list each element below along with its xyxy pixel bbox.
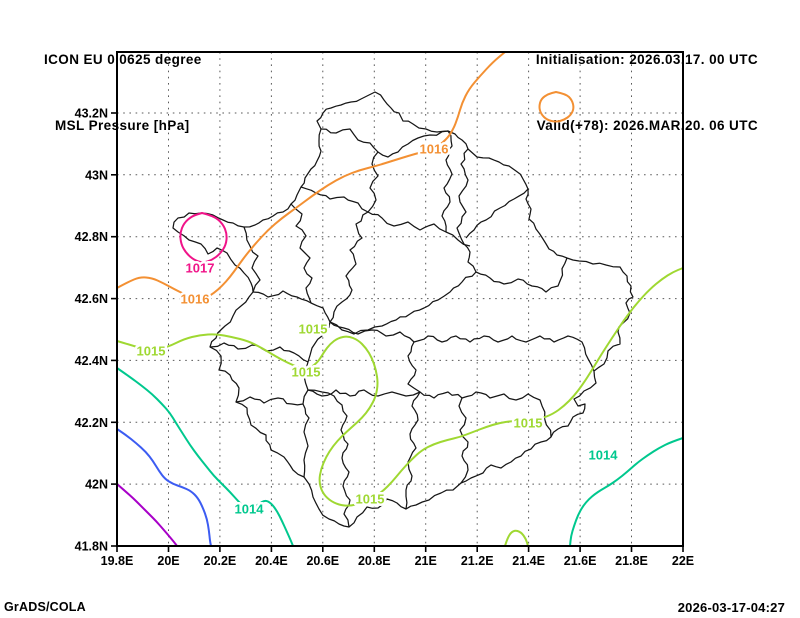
municipality-border-6: [475, 257, 568, 293]
municipality-border-12: [405, 341, 421, 510]
municipality-border-10: [302, 321, 331, 478]
contour-label-1015-6: 1015: [356, 492, 385, 507]
contour-label-1017-0: 1017: [186, 261, 215, 276]
creation-timestamp: 2026-03-17-04:27: [677, 600, 785, 615]
run-info-block: Initialisation: 2026.03.17. 00 UTC Valid…: [536, 5, 758, 181]
contour-label-1016-1: 1016: [181, 292, 210, 307]
municipality-border-20: [235, 396, 304, 406]
isobar-1016-0: [116, 51, 506, 300]
contour-label-1015-3: 1015: [137, 344, 166, 359]
y-tick-label-42.2N: 42.2N: [75, 416, 108, 430]
pressure-contours: [116, 51, 684, 547]
isobar-1017-0: [179, 212, 228, 264]
x-tick-label-21.6E: 21.6E: [564, 554, 597, 568]
x-tick-label-21E: 21E: [415, 554, 437, 568]
grid-lines: [117, 52, 683, 546]
model-title: ICON EU 0.0625 degree: [44, 52, 202, 67]
field-title: MSL Pressure [hPa]: [55, 118, 190, 133]
municipality-border-21: [290, 203, 313, 304]
municipality-border-7: [329, 271, 477, 335]
municipality-border-11: [307, 389, 421, 397]
isobar-1015-1: [504, 529, 529, 547]
isobar-1016-1: [538, 91, 575, 123]
municipality-border-15: [419, 391, 552, 438]
y-tick-label-42.8N: 42.8N: [75, 230, 108, 244]
isobar-1013-0: [116, 428, 212, 547]
x-tick-label-21.8E: 21.8E: [615, 554, 648, 568]
municipality-border-5: [465, 188, 529, 239]
y-axis-labels: 43.2N 43N 42.8N 42.6N 42.4N 42.2N 42N 41.8N: [75, 107, 108, 554]
x-tick-label-20.8E: 20.8E: [358, 554, 391, 568]
municipality-border-13: [329, 321, 415, 343]
x-tick-label-19.8E: 19.8E: [101, 554, 134, 568]
isobar-1014-1: [569, 437, 684, 547]
isobar-1014-0: [116, 367, 294, 547]
contour-label-1014-9: 1014: [589, 448, 619, 463]
contour-labels: 1017 1016 1016 1015 1015 1015 1015 1015 1014 1014: [134, 139, 621, 519]
municipality-border-16: [307, 389, 351, 528]
contour-label-1015-5: 1015: [292, 365, 321, 380]
municipality-border-1: [367, 151, 379, 213]
title-block: ICON EU 0.0625 degree MSL Pressure [hPa]: [44, 5, 202, 181]
contour-label-1014-8: 1014: [235, 502, 265, 517]
municipality-border-4: [456, 148, 477, 273]
x-tick-label-20.4E: 20.4E: [255, 554, 288, 568]
grads-credit: GrADS/COLA: [4, 600, 86, 614]
municipality-border-17: [458, 397, 469, 484]
axis-ticks: [111, 112, 684, 552]
x-tick-label-21.4E: 21.4E: [512, 554, 545, 568]
y-tick-label-41.8N: 41.8N: [75, 540, 108, 554]
y-tick-label-43N: 43N: [85, 168, 108, 182]
country-borders: [172, 91, 634, 528]
y-tick-label-42N: 42N: [85, 478, 108, 492]
y-tick-label-43.2N: 43.2N: [75, 107, 108, 121]
x-axis-labels: 19.8E 20E 20.2E 20.4E 20.6E 20.8E 21E 21.2E 21.4…: [101, 554, 694, 568]
contour-label-1016-2: 1016: [420, 142, 449, 157]
contour-label-1015-7: 1015: [514, 416, 543, 431]
municipality-border-0: [320, 128, 449, 158]
x-tick-label-22E: 22E: [672, 554, 694, 568]
isobar-1012-0: [116, 483, 178, 547]
contour-label-1015-4: 1015: [299, 322, 328, 337]
municipality-border-2: [300, 186, 369, 213]
municipality-border-14: [413, 335, 595, 372]
kosovo-outer-border: [172, 91, 634, 528]
municipality-border-22: [441, 130, 453, 233]
isobar-1015-0: [116, 267, 684, 507]
municipality-border-3: [367, 211, 471, 247]
x-tick-label-20.6E: 20.6E: [306, 554, 339, 568]
y-tick-label-42.6N: 42.6N: [75, 292, 108, 306]
municipality-border-8: [329, 211, 369, 323]
municipality-border-9: [252, 290, 331, 323]
x-tick-label-20.2E: 20.2E: [204, 554, 237, 568]
municipality-border-18: [243, 226, 261, 293]
y-tick-label-42.4N: 42.4N: [75, 354, 108, 368]
x-tick-label-21.2E: 21.2E: [461, 554, 494, 568]
x-tick-label-20E: 20E: [157, 554, 179, 568]
